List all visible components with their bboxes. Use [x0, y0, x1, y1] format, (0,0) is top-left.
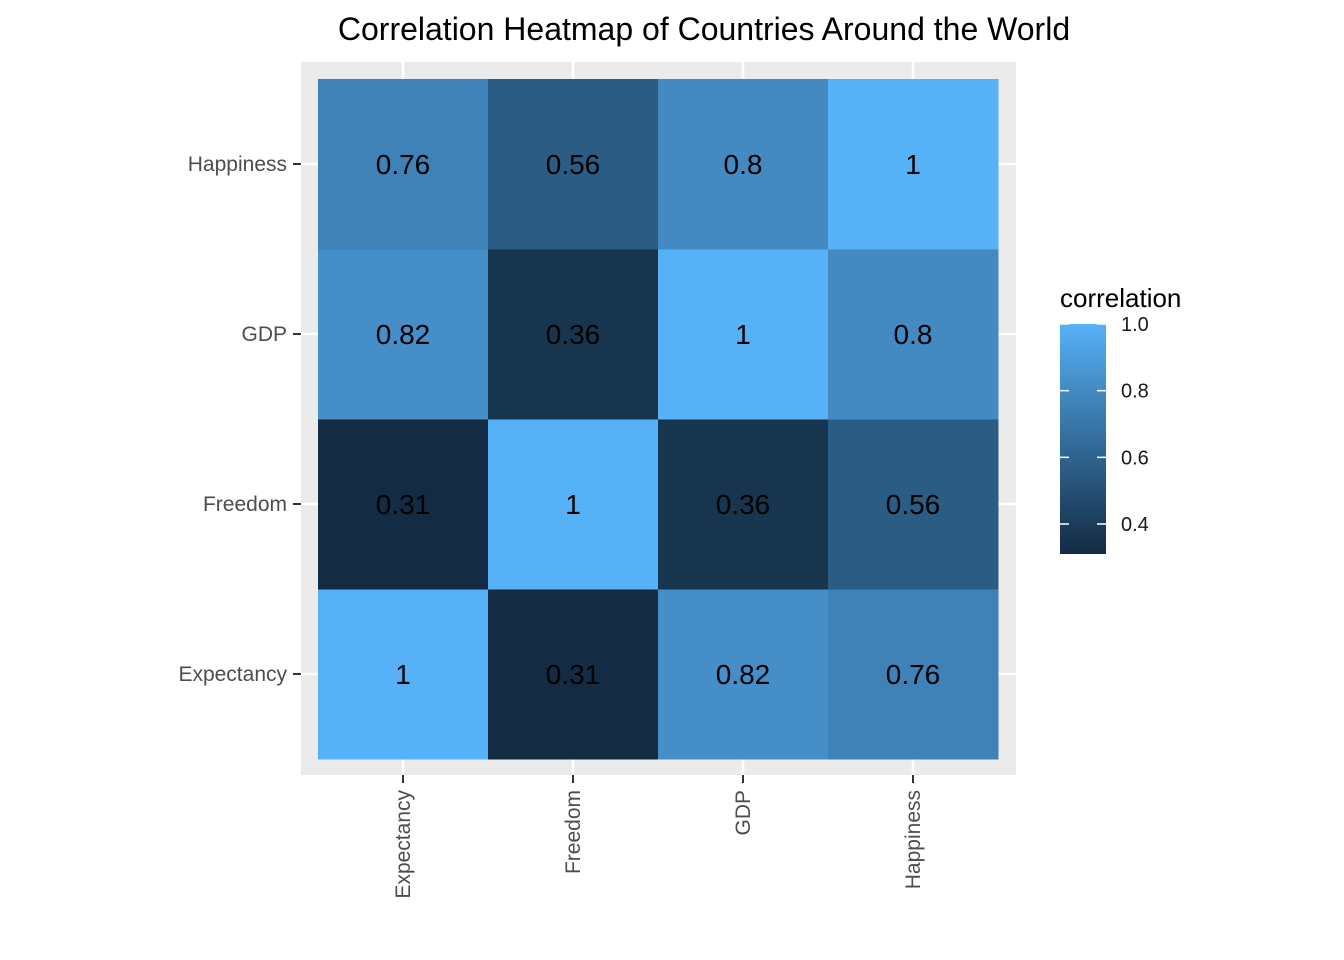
x-tick-label: Freedom [562, 790, 585, 874]
y-axis: Expectancy Freedom GDP Happiness [178, 153, 301, 686]
legend-tick-label: 1.0 [1121, 314, 1149, 336]
heatmap-cell [318, 419, 489, 590]
heatmap-cell [658, 79, 829, 250]
heatmap-cell [658, 249, 829, 420]
chart-title: Correlation Heatmap of Countries Around … [338, 11, 1070, 47]
x-axis: Expectancy Freedom GDP Happiness [392, 775, 925, 899]
heatmap-cell [658, 589, 829, 760]
cell-value-label: 1 [905, 149, 921, 180]
cell-value-label: 0.76 [376, 149, 431, 180]
cell-value-label: 0.56 [546, 149, 601, 180]
cell-value-label: 0.31 [546, 659, 601, 690]
legend-ticks: 1.0 0.8 0.6 0.4 [1060, 314, 1149, 536]
heatmap-cell [488, 79, 659, 250]
cell-value-label: 1 [395, 659, 411, 690]
cell-value-label: 0.36 [546, 319, 601, 350]
heatmap-cell [828, 79, 999, 250]
y-tick-label: Expectancy [178, 663, 287, 686]
heatmap-cell [828, 419, 999, 590]
heatmap-cell [488, 249, 659, 420]
cell-value-label: 0.76 [886, 659, 941, 690]
legend-colorbar [1060, 324, 1106, 554]
x-tick-label: Expectancy [392, 790, 415, 899]
x-tick-label: GDP [732, 790, 755, 836]
x-tick-label: Happiness [902, 790, 925, 889]
y-tick-label: Happiness [188, 153, 287, 176]
cell-value-label: 1 [735, 319, 751, 350]
legend-tick-label: 0.6 [1121, 447, 1149, 469]
cell-value-label: 0.8 [894, 319, 933, 350]
cell-value-label: 0.36 [716, 489, 771, 520]
cell-value-labels: 1 0.31 0.82 0.76 0.31 1 0.36 0.56 0.82 0.36 1 0.8 0.… [376, 149, 941, 690]
heatmap-cell [318, 249, 489, 420]
y-tick-label: GDP [241, 323, 287, 346]
heatmap-cell [488, 419, 659, 590]
cell-value-label: 0.82 [716, 659, 771, 690]
cell-value-label: 0.31 [376, 489, 431, 520]
heatmap-cells [318, 79, 999, 760]
legend: correlation 1.0 0.8 0.6 0.4 [1060, 283, 1181, 554]
y-tick-label: Freedom [203, 493, 287, 516]
cell-value-label: 0.82 [376, 319, 431, 350]
cell-value-label: 0.8 [724, 149, 763, 180]
legend-title: correlation [1060, 283, 1181, 313]
heatmap-cell [488, 589, 659, 760]
heatmap-cell [318, 79, 489, 250]
legend-tick-label: 0.8 [1121, 381, 1149, 403]
heatmap-cell [828, 249, 999, 420]
cell-value-label: 0.56 [886, 489, 941, 520]
heatmap-cell [318, 589, 489, 760]
legend-tick-label: 0.4 [1121, 514, 1149, 536]
cell-value-label: 1 [565, 489, 581, 520]
heatmap-cell [828, 589, 999, 760]
heatmap-cell [658, 419, 829, 590]
